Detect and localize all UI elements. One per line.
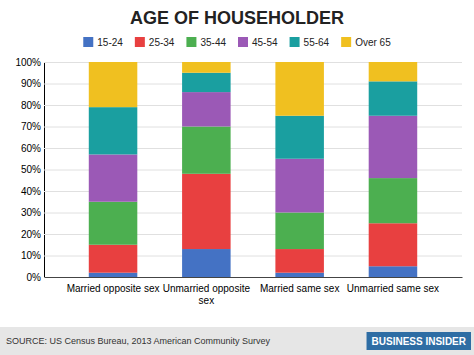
legend-swatch (290, 37, 300, 47)
bar (275, 249, 324, 273)
bar (89, 62, 138, 107)
bar (182, 62, 231, 73)
legend-label: 35-44 (200, 37, 226, 48)
bar (275, 159, 324, 213)
bar (369, 178, 418, 223)
legend-label: 55-64 (304, 37, 330, 48)
legend-item: 15-24 (83, 37, 123, 48)
series (89, 127, 417, 250)
y-tick-label: 40% (21, 186, 41, 197)
bar (275, 273, 324, 277)
x-tick-label-line: Married opposite sex (67, 283, 160, 294)
bar (89, 107, 138, 154)
legend-swatch (238, 37, 248, 47)
x-tick: Married opposite sex (67, 277, 160, 294)
bar (182, 127, 231, 174)
y-tick-label: 50% (21, 164, 41, 175)
y-tick-label: 20% (21, 229, 41, 240)
legend-swatch (186, 37, 196, 47)
chart: AGE OF HOUSEHOLDER 0% 10% 20% 30% 40% 50% 60% 70… (0, 0, 474, 355)
x-tick-label-line: Unmarried opposite (163, 283, 251, 294)
legend-label: Over 65 (355, 37, 391, 48)
bar (182, 92, 231, 126)
y-tick-label: 10% (21, 250, 41, 261)
legend-item: 45-54 (238, 37, 278, 48)
footer-badge-background (367, 332, 471, 350)
bar (369, 223, 418, 266)
x-tick-label-line: Married same sex (260, 283, 339, 294)
series (89, 92, 417, 212)
legend-label: 25-34 (149, 37, 175, 48)
plot: 0% 10% 20% 30% 40% 50% 60% 70% 80% 90% 100% Married… (15, 57, 462, 306)
bar (275, 62, 324, 116)
legend-swatch (341, 37, 351, 47)
grid-line (44, 277, 462, 278)
bar (275, 116, 324, 159)
y-tick-label: 0% (27, 272, 42, 283)
y-tick-label: 80% (21, 100, 41, 111)
footer-background (0, 327, 474, 355)
footer-badge: BUSINESS INSIDER (367, 332, 471, 350)
y-tick-label: 70% (21, 121, 41, 132)
y-axis-line (45, 63, 463, 278)
legend-swatch (83, 37, 93, 47)
x-axis-line (45, 277, 463, 278)
bar (89, 154, 138, 201)
series (89, 73, 417, 159)
bars (89, 62, 417, 277)
x-tick-label-line: sex (199, 295, 215, 306)
annotation: SOURCE: US Census Bureau, 2013 American … (6, 336, 271, 346)
y-tick-label: 100% (15, 57, 41, 68)
series (89, 249, 417, 277)
bar (182, 249, 231, 277)
y-tick-label: 60% (21, 143, 41, 154)
x-tick-label-line: Unmarried same sex (347, 283, 439, 294)
x-tick-label: Unmarried oppositesex (163, 283, 251, 306)
legend-label: 15-24 (97, 37, 123, 48)
y-tick-label: 90% (21, 78, 41, 89)
footer: BUSINESS INSIDER SOURCE: US Census Bureau… (0, 327, 474, 355)
y-tick-label: 30% (21, 207, 41, 218)
bar (182, 73, 231, 92)
x-tick: Married same sex (260, 277, 339, 294)
annotation: BUSINESS INSIDER (372, 336, 467, 347)
bar (182, 174, 231, 249)
x-axis: Married opposite sexUnmarried oppositese… (45, 277, 463, 306)
bar (89, 245, 138, 273)
legend-swatch (135, 37, 145, 47)
bar (89, 273, 138, 277)
bar (369, 116, 418, 178)
legend: 15-24 25-34 35-44 45-54 55-64 Over 65 (83, 37, 391, 48)
y-axis: 0% 10% 20% 30% 40% 50% 60% 70% 80% 90% 100% (15, 57, 462, 283)
x-tick-label: Married same sex (260, 283, 339, 294)
series (89, 62, 417, 116)
bar (369, 62, 418, 81)
x-tick-label: Unmarried same sex (347, 283, 439, 294)
legend-item: 35-44 (186, 37, 226, 48)
series (89, 174, 417, 273)
legend-label: 45-54 (252, 37, 278, 48)
x-tick-label: Married opposite sex (67, 283, 160, 294)
legend-item: 55-64 (290, 37, 330, 48)
legend-item: 25-34 (135, 37, 175, 48)
bar (89, 202, 138, 245)
bar (275, 213, 324, 250)
x-tick: Unmarried oppositesex (163, 277, 251, 306)
bar (369, 266, 418, 277)
x-tick: Unmarried same sex (347, 277, 439, 294)
title: AGE OF HOUSEHOLDER (130, 8, 344, 28)
legend-item: Over 65 (341, 37, 391, 48)
bar (369, 81, 418, 115)
